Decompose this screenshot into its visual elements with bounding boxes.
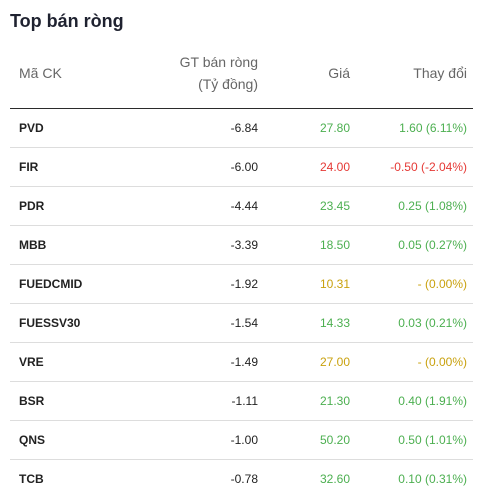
row-price: 24.00 (319, 160, 350, 174)
row-price: 27.80 (319, 121, 350, 135)
table-row[interactable]: FIR -6.00 24.00 -0.50 (-2.04%) (10, 148, 473, 187)
row-price: 14.33 (319, 316, 350, 330)
row-net-sell-value: -0.78 (230, 472, 258, 486)
row-change: -0.50 (-2.04%) (390, 160, 467, 174)
table-body: PVD -6.84 27.80 1.60 (6.11%) FIR -6.00 2… (10, 109, 473, 498)
row-net-sell-value: -3.39 (230, 238, 258, 252)
table-row[interactable]: PVD -6.84 27.80 1.60 (6.11%) (10, 109, 473, 148)
header-net-sell-value-line2: (Tỷ đồng) (198, 76, 258, 92)
row-symbol[interactable]: QNS (19, 433, 46, 447)
header-symbol[interactable]: Mã CK (19, 65, 62, 81)
table-row[interactable]: PDR -4.44 23.45 0.25 (1.08%) (10, 187, 473, 226)
row-net-sell-value: -1.00 (230, 433, 258, 447)
row-change: - (0.00%) (417, 277, 467, 291)
table-row[interactable]: TCB -0.78 32.60 0.10 (0.31%) (10, 460, 473, 498)
table-row[interactable]: VRE -1.49 27.00 - (0.00%) (10, 343, 473, 382)
row-change: 1.60 (6.11%) (399, 121, 467, 135)
row-change: 0.40 (1.91%) (398, 394, 467, 408)
row-symbol[interactable]: MBB (19, 238, 47, 252)
row-symbol[interactable]: PVD (19, 121, 44, 135)
row-net-sell-value: -6.00 (230, 160, 258, 174)
table-row[interactable]: BSR -1.11 21.30 0.40 (1.91%) (10, 382, 473, 421)
row-price: 18.50 (319, 238, 350, 252)
table-row[interactable]: MBB -3.39 18.50 0.05 (0.27%) (10, 226, 473, 265)
header-change[interactable]: Thay đổi (413, 65, 467, 81)
table-row[interactable]: FUEDCMID -1.92 10.31 - (0.00%) (10, 265, 473, 304)
row-change: 0.03 (0.21%) (398, 316, 467, 330)
row-symbol[interactable]: FUESSV30 (19, 316, 81, 330)
row-price: 21.30 (319, 394, 350, 408)
row-symbol[interactable]: VRE (19, 355, 44, 369)
header-price[interactable]: Giá (328, 65, 350, 81)
row-price: 10.31 (319, 277, 350, 291)
row-change: 0.05 (0.27%) (398, 238, 467, 252)
row-price: 27.00 (319, 355, 350, 369)
row-symbol[interactable]: PDR (19, 199, 45, 213)
row-change: 0.50 (1.01%) (398, 433, 467, 447)
table-header: Mã CK GT bán ròng (Tỷ đồng) Giá Thay đổi (10, 38, 473, 109)
widget-title: Top bán ròng (10, 11, 124, 31)
row-symbol[interactable]: TCB (19, 472, 44, 486)
row-net-sell-value: -4.44 (230, 199, 258, 213)
row-net-sell-value: -1.92 (230, 277, 258, 291)
row-change: - (0.00%) (417, 355, 467, 369)
row-change: 0.10 (0.31%) (398, 472, 467, 486)
row-price: 32.60 (319, 472, 350, 486)
row-symbol[interactable]: FUEDCMID (19, 277, 83, 291)
row-net-sell-value: -1.49 (230, 355, 258, 369)
table-row[interactable]: QNS -1.00 50.20 0.50 (1.01%) (10, 421, 473, 460)
row-price: 23.45 (319, 199, 350, 213)
table-row[interactable]: FUESSV30 -1.54 14.33 0.03 (0.21%) (10, 304, 473, 343)
row-price: 50.20 (319, 433, 350, 447)
row-net-sell-value: -1.11 (231, 394, 258, 408)
header-net-sell-value-line1: GT bán ròng (179, 54, 258, 70)
row-change: 0.25 (1.08%) (398, 199, 467, 213)
row-net-sell-value: -6.84 (230, 121, 258, 135)
row-symbol[interactable]: FIR (19, 160, 39, 174)
header-net-sell-value[interactable]: GT bán ròng (Tỷ đồng) (120, 51, 258, 95)
row-symbol[interactable]: BSR (19, 394, 45, 408)
row-net-sell-value: -1.54 (230, 316, 258, 330)
